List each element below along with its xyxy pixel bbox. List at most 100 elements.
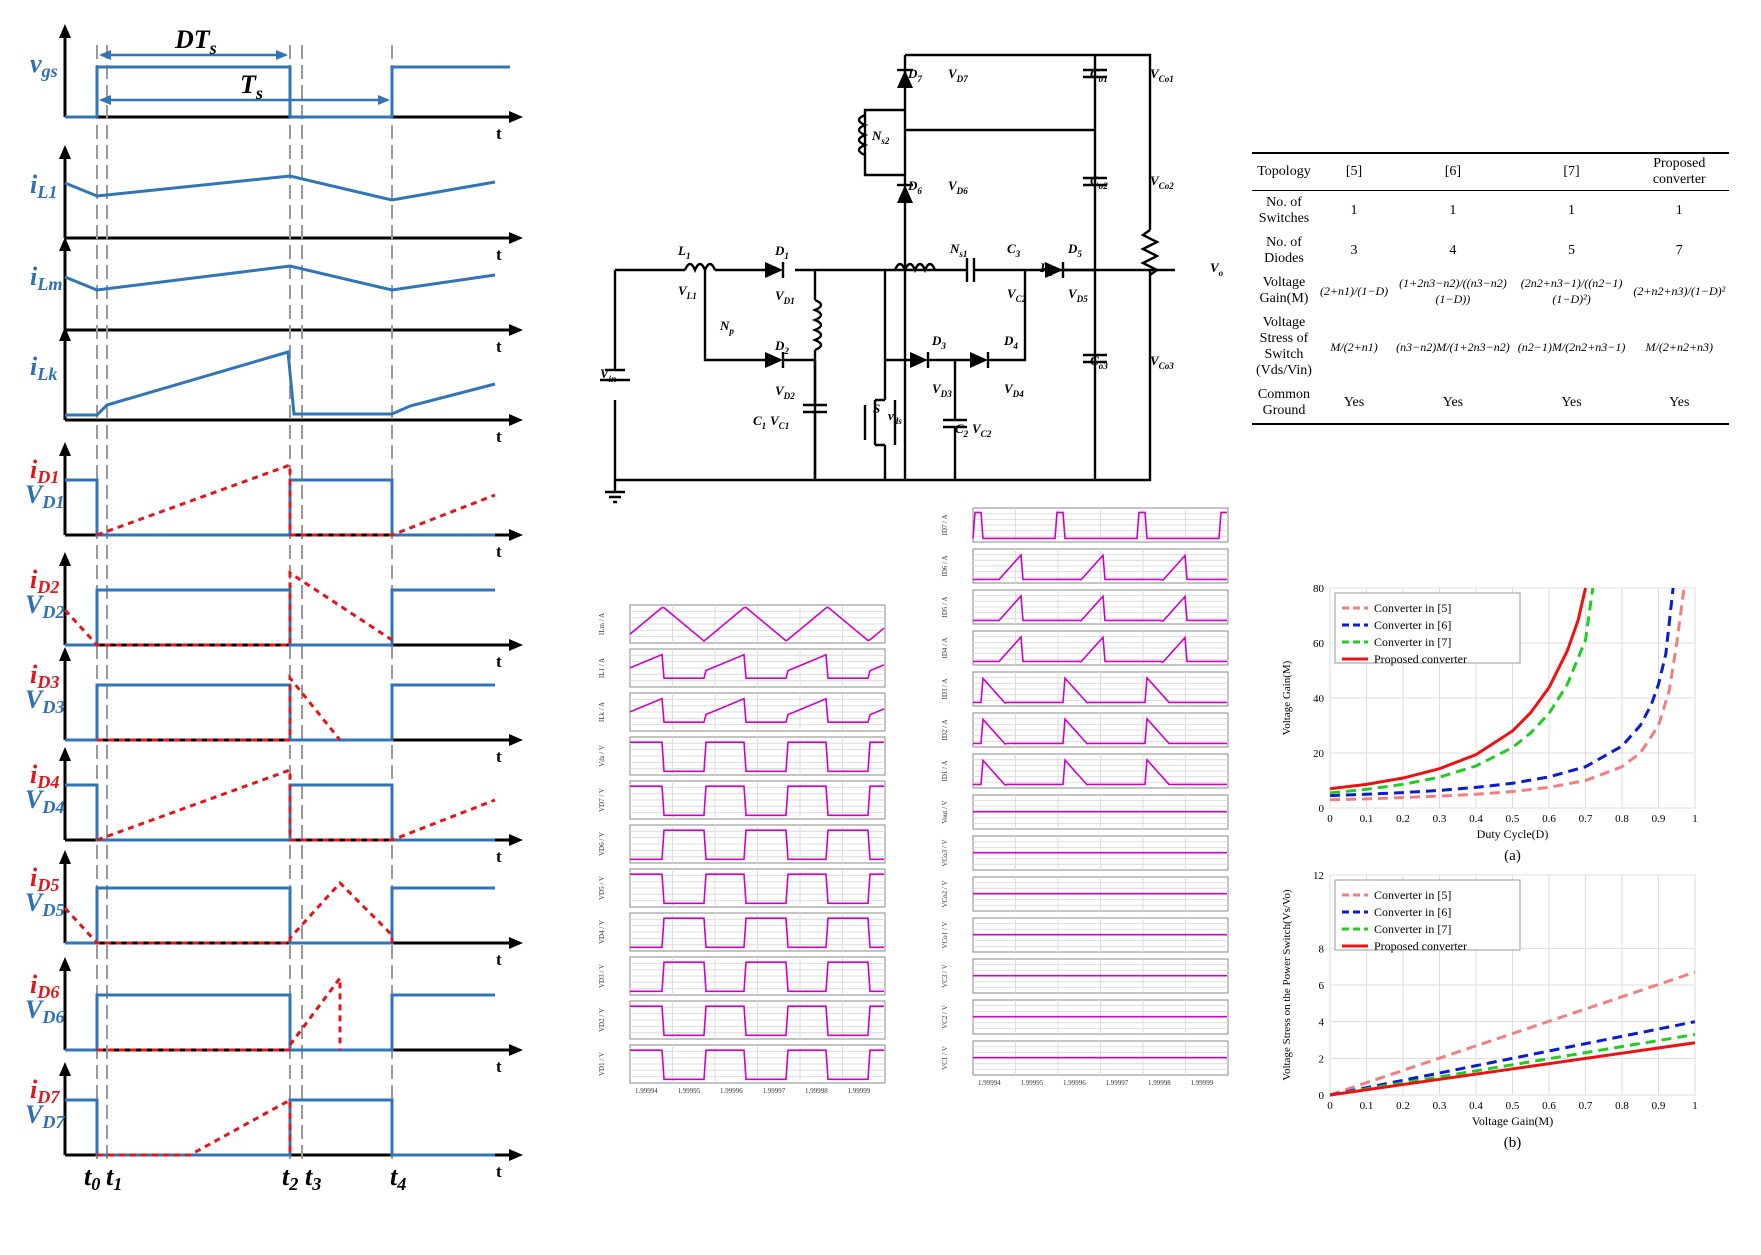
x-tick-label: 0.4 (1469, 813, 1483, 825)
signal-label-current: iD7 (30, 1075, 60, 1107)
table-row: No. of Diodes 3 4 5 7 (1252, 231, 1729, 271)
circuit-label-D7: D7 (907, 66, 922, 84)
legend-entry: Proposed converter (1374, 652, 1467, 666)
simulation-waveforms-left: ILm / A IL1 / A ILk / A Vds / V VD7 / V VD6 /… (598, 604, 886, 1095)
table-header-row: Topology [5] [6] [7] Proposed converter (1252, 153, 1730, 191)
ns1-winding (893, 262, 937, 274)
circuit-label-Co2: Co2 (1090, 173, 1108, 191)
y-tick-label: 4 (1319, 1017, 1325, 1029)
circuit-label-C1: C1 (753, 413, 766, 431)
d2-diode (765, 352, 783, 368)
axis-arrow (59, 145, 71, 159)
chart-caption: (a) (1504, 848, 1521, 864)
sim-trace (630, 873, 884, 905)
y-axis-label: Voltage Gain(M) (1281, 660, 1293, 735)
x-tick-label: 0.5 (1506, 1100, 1520, 1112)
x-tick-label: 0.5 (1506, 813, 1520, 825)
y-tick-label: 0 (1319, 803, 1325, 815)
wire (926, 352, 970, 368)
axis-t-label: t (496, 124, 502, 143)
axis-t-label: t (496, 652, 502, 671)
row-label: Voltage Stress of Switch (Vds/Vin) (1256, 315, 1312, 378)
x-tick-label: 0.6 (1542, 1100, 1556, 1112)
x-tick-label: 0.9 (1652, 1100, 1666, 1112)
sim-axis-label: ID4 / A (941, 638, 949, 659)
table-cell: 1 (1449, 203, 1457, 218)
simulation-waveforms-right: ID7 / A ID6 / A ID5 / A ID4 / A ID3 / A ID2 /… (941, 507, 1229, 1087)
x-tick-label: 1 (1692, 1100, 1698, 1112)
axis-t-label: t (496, 245, 502, 264)
sim-axis-label: Vds / V (598, 745, 606, 767)
sim-trace (629, 697, 885, 723)
legend-entry: Converter in [7] (1374, 635, 1451, 649)
circuit-label-VD2: VD2 (775, 383, 795, 401)
circuit-label-Ro: Ro (1039, 260, 1054, 278)
x-axis-label: Voltage Gain(M) (1472, 1114, 1553, 1128)
sim-axis-label: VC2 / V (941, 1005, 949, 1029)
sim-trace (630, 829, 884, 861)
diode-current-waveform (96, 767, 496, 842)
sim-trace (973, 716, 1227, 745)
signal-label-voltage: VD5 (25, 888, 65, 920)
signal-label: iL1 (30, 170, 57, 202)
x-tick-label: 0.2 (1396, 813, 1410, 825)
axis-arrow (59, 850, 71, 864)
axis-t-label: t (496, 747, 502, 766)
signal-label-current: iD4 (30, 760, 59, 792)
sim-time-tick: 1.99997 (763, 1087, 786, 1095)
instant-label: t3 (305, 1162, 321, 1194)
vin-source-plates (600, 368, 630, 382)
sim-time-tick: 1.99995 (678, 1087, 701, 1095)
x-tick-label: 0.8 (1615, 1100, 1629, 1112)
instant-label: t0 (84, 1162, 100, 1194)
sim-trace (630, 785, 884, 817)
y-tick-label: 6 (1319, 980, 1325, 992)
sim-time-tick: 1.99999 (848, 1087, 871, 1095)
ts-label: Ts (240, 70, 263, 103)
x-tick-label: 0.6 (1542, 813, 1556, 825)
signal-label-voltage: VD6 (25, 995, 65, 1027)
d3-diode (910, 352, 928, 368)
vgs-waveform (65, 65, 510, 119)
x-tick-label: 0.8 (1615, 813, 1629, 825)
d1-diode (765, 262, 783, 278)
axis-arrow (509, 834, 523, 846)
sim-axis-label: ID6 / A (941, 556, 949, 577)
legend-entry: Converter in [7] (1374, 922, 1451, 936)
ns2-winding (857, 113, 869, 157)
sim-time-tick: 1.99995 (1021, 1079, 1044, 1087)
x-tick-label: 0.9 (1652, 813, 1666, 825)
table-header: [7] (1563, 164, 1580, 179)
row-label: Voltage Gain(M) (1259, 275, 1309, 306)
circuit-label-D3: D3 (931, 333, 946, 351)
sim-time-tick: 1.99997 (1106, 1079, 1129, 1087)
signal-label: iLk (30, 352, 57, 384)
voltage-gain-chart: 0 0.1 0.2 0.3 0.4 0.5 0.6 0.7 0.8 0.9 1 0 20 40 60 80 Co… (1281, 583, 1698, 864)
sim-time-tick: 1.99999 (1191, 1079, 1214, 1087)
axis-t-label: t (496, 847, 502, 866)
sim-axis-label: VCo2 / V (941, 880, 949, 907)
diode-current-waveform (97, 973, 342, 1052)
y-tick-label: 12 (1313, 870, 1324, 882)
row-label: Common Ground (1257, 387, 1311, 418)
instant-label: t1 (106, 1162, 122, 1194)
c2-capacitor (943, 360, 967, 480)
y-tick-label: 2 (1319, 1053, 1325, 1065)
sim-time-tick: 1.99994 (635, 1087, 658, 1095)
circuit-label-C2: C2 (955, 421, 969, 439)
circuit-label-VC2: VC2 (1007, 286, 1027, 304)
sim-trace (973, 553, 1227, 582)
sim-time-tick: 1.99998 (805, 1087, 828, 1095)
diode-current-waveform (63, 880, 394, 945)
sim-axis-label: ID5 / A (941, 597, 949, 618)
table-cell: 7 (1675, 243, 1683, 258)
table-header: [6] (1444, 164, 1462, 179)
diode-voltage-waveform (65, 478, 495, 537)
signal-label-current: iD6 (30, 970, 60, 1002)
series-line (1329, 1033, 1696, 1097)
sim-axis-label: IL1 / A (598, 658, 606, 678)
axis-arrow (509, 529, 523, 541)
axis-arrow (59, 1062, 71, 1076)
circuit-label-VC2: VC2 (972, 421, 992, 439)
